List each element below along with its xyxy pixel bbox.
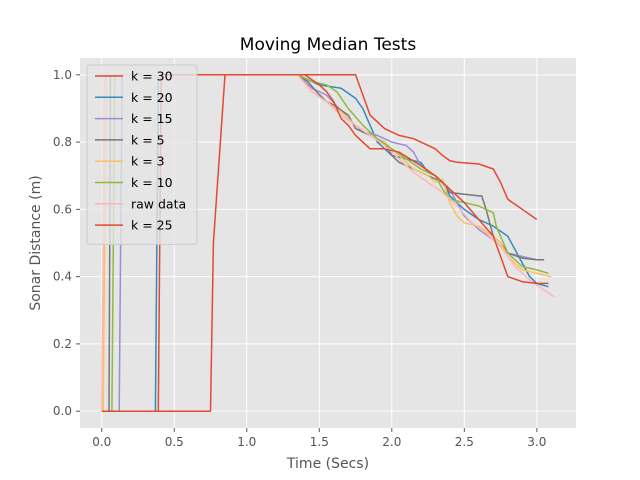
x-tick-label: 1.0 xyxy=(237,435,256,449)
series-line-7 xyxy=(101,74,549,412)
y-axis-label: Sonar Distance (m) xyxy=(28,175,44,310)
y-tick-label: 0.6 xyxy=(53,202,72,216)
y-tick-label: 0.8 xyxy=(53,135,72,149)
x-tick-label: 3.0 xyxy=(527,435,546,449)
legend-label: k = 3 xyxy=(131,154,165,169)
legend-label: k = 20 xyxy=(131,90,173,105)
legend-label: k = 5 xyxy=(131,132,165,147)
legend: k = 30 k = 20 k = 15 k = 5 k = 3 k = 10 raw da… xyxy=(86,64,198,245)
ticks: 0.0 0.5 1.0 1.5 2.0 2.5 3.0 0.0 0.2 0.4 0.6 0.8 1.0 xyxy=(53,68,546,449)
legend-label: k = 15 xyxy=(131,111,173,126)
x-axis-label: Time (Secs) xyxy=(286,456,369,472)
legend-label: k = 30 xyxy=(131,69,173,84)
x-tick-label: 1.5 xyxy=(310,435,329,449)
x-tick-label: 0.5 xyxy=(165,435,184,449)
y-tick-label: 1.0 xyxy=(53,68,72,82)
chart-title: Moving Median Tests xyxy=(240,35,417,55)
x-tick-label: 2.0 xyxy=(382,435,401,449)
y-tick-label: 0.4 xyxy=(53,270,72,284)
y-tick-label: 0.2 xyxy=(53,337,72,351)
legend-label: k = 25 xyxy=(131,218,173,233)
series-layer xyxy=(101,74,555,412)
x-tick-label: 2.5 xyxy=(455,435,474,449)
y-tick-label: 0.0 xyxy=(53,404,72,418)
legend-label: raw data xyxy=(131,196,186,211)
x-tick-label: 0.0 xyxy=(92,435,111,449)
legend-box xyxy=(86,64,198,245)
legend-label: k = 10 xyxy=(131,175,173,190)
